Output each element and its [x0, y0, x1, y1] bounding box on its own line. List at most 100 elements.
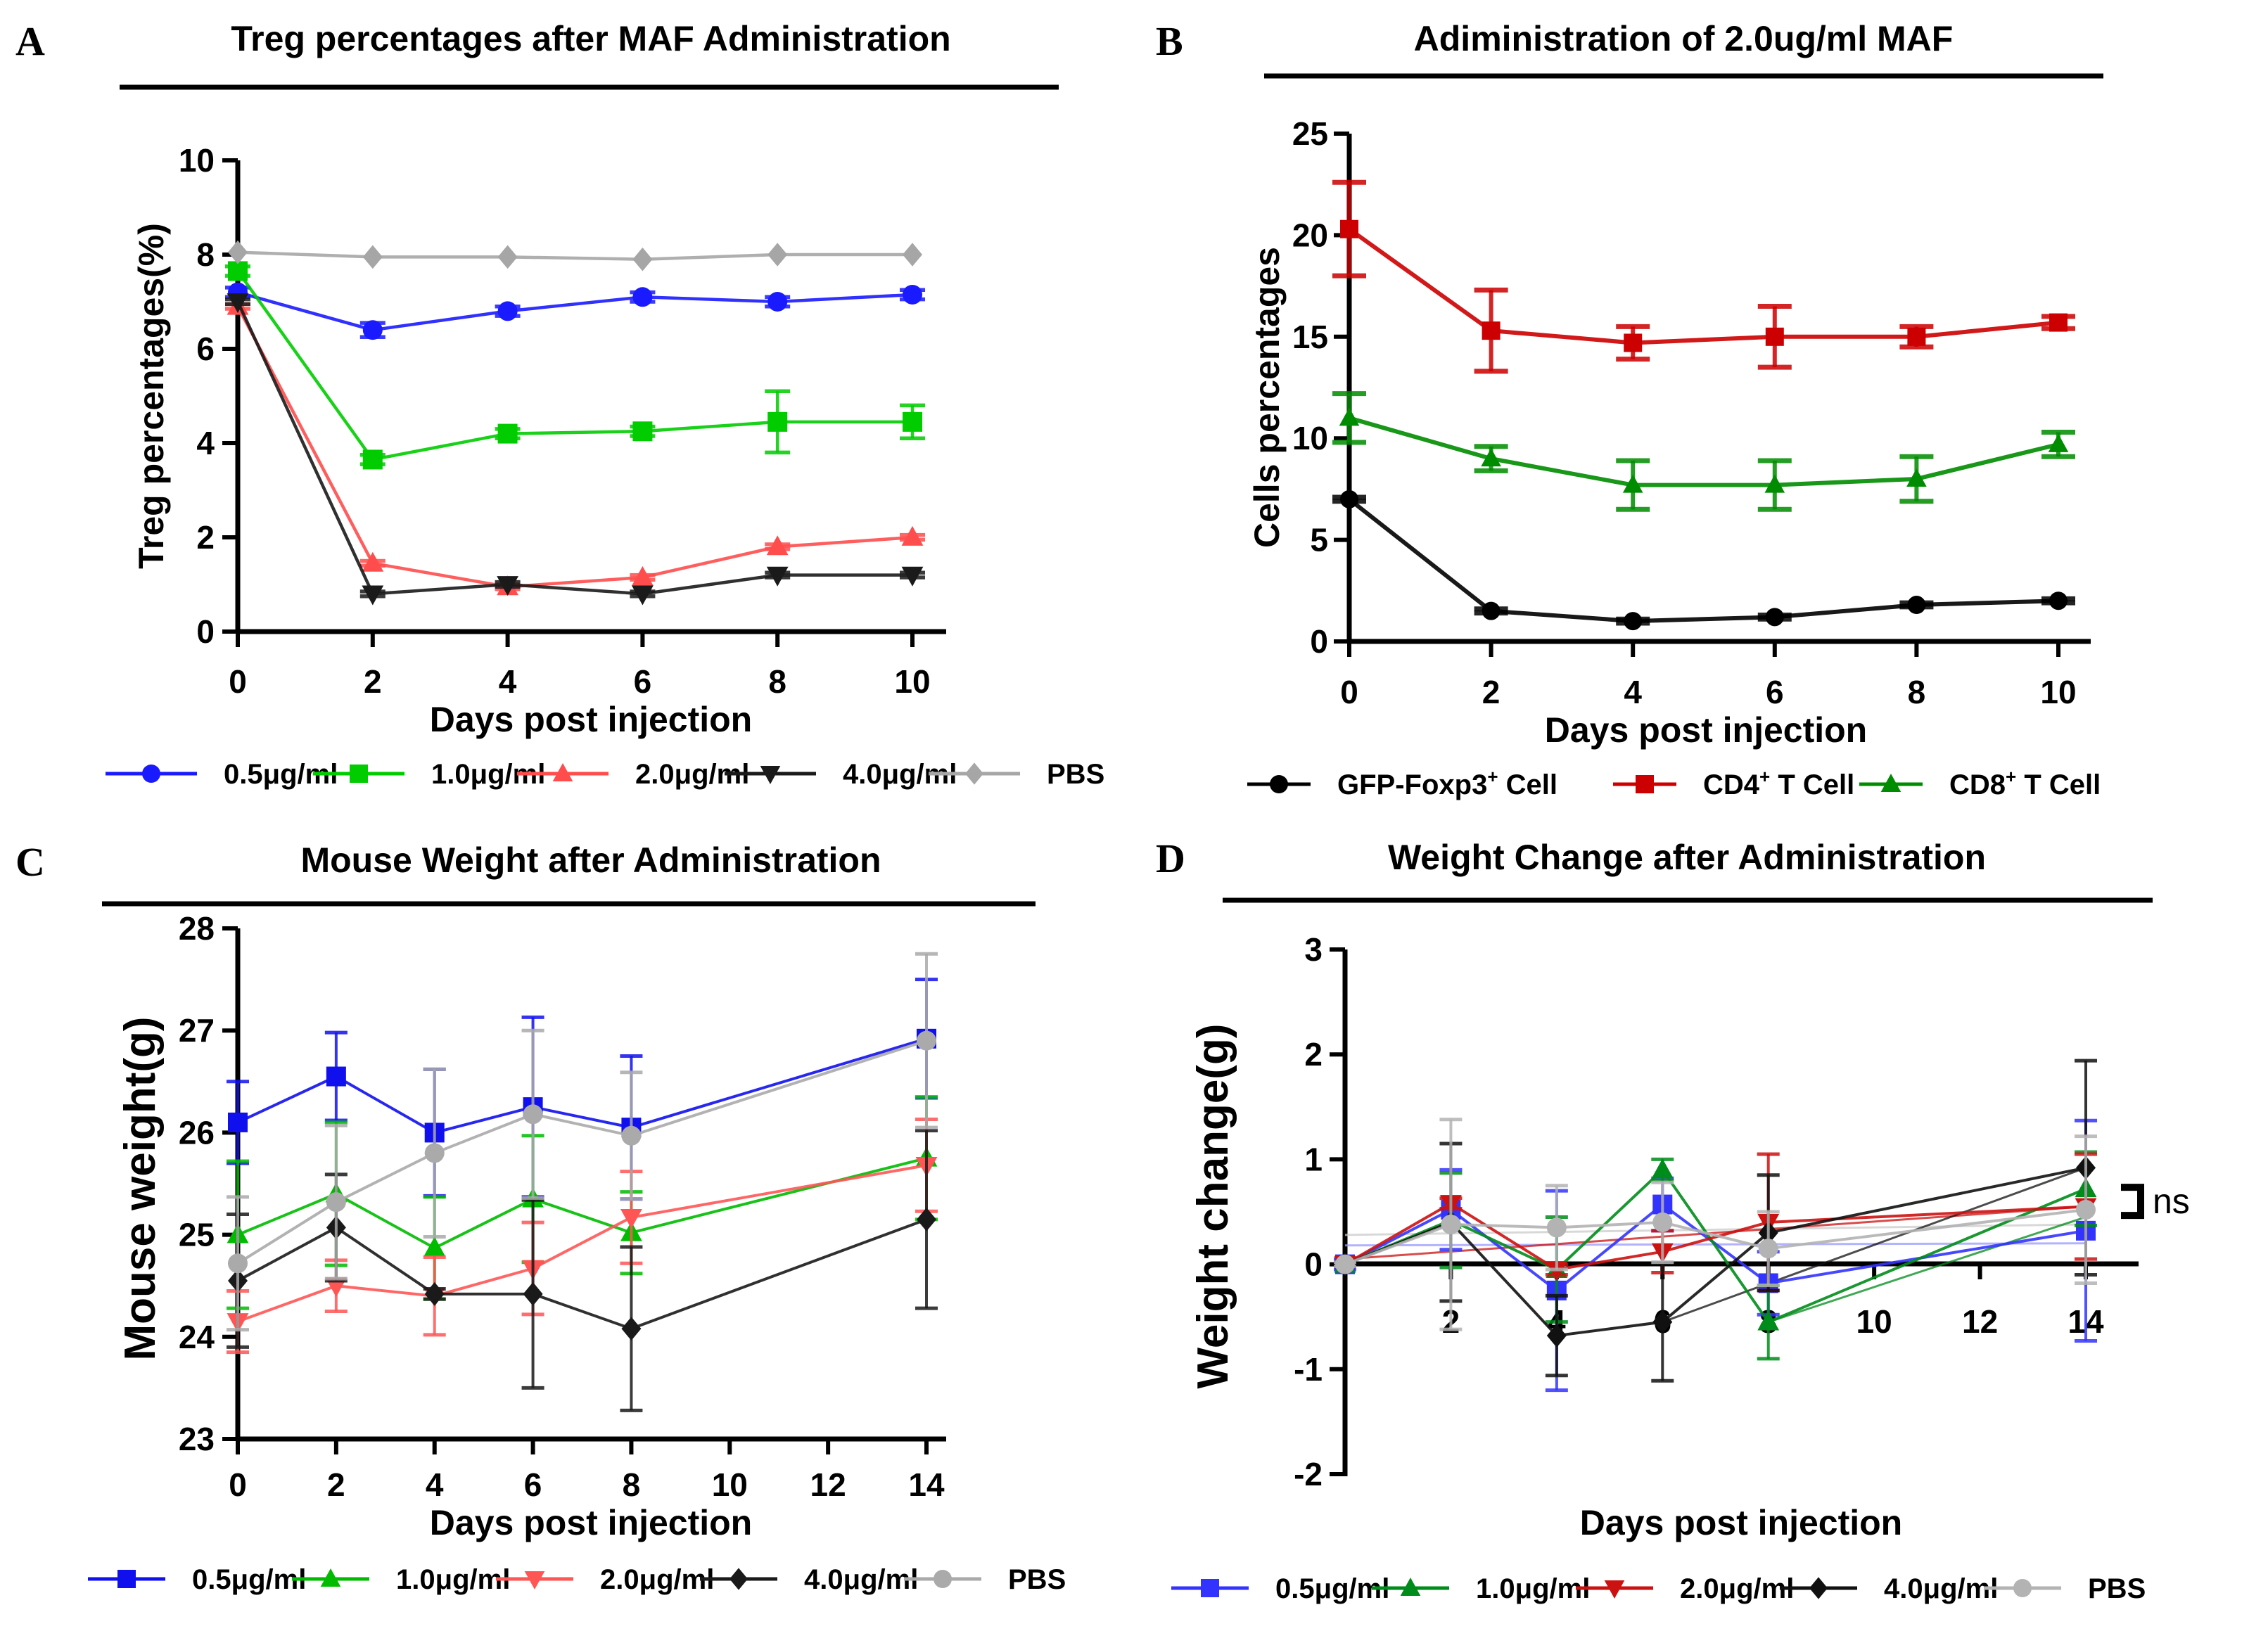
series-line: [1344, 1201, 2087, 1272]
series-group: [227, 952, 938, 1412]
y-tick-label: 23: [179, 1421, 215, 1457]
legend-label: GFP-Foxp3+ Cell: [1337, 766, 1557, 800]
series-line: [1344, 1166, 2087, 1338]
x-tick-label: 2: [327, 1466, 345, 1503]
data-point: [228, 261, 248, 281]
series-pbs: [227, 952, 938, 1332]
x-tick-label: 12: [810, 1466, 846, 1503]
x-tick-label: 2: [364, 663, 382, 700]
y-tick-label: -1: [1294, 1351, 1323, 1388]
y-tick-label: 2: [196, 519, 215, 556]
data-point: [523, 1282, 543, 1306]
legend-label-name: 0.5μg/ml: [192, 1564, 306, 1595]
series-line: [237, 1037, 927, 1134]
legend-label: 4.0μg/ml: [804, 1564, 918, 1595]
legend-label-name: 2.0μg/ml: [1680, 1573, 1794, 1604]
data-point: [1481, 448, 1501, 467]
legend-item: 1.0μg/ml: [313, 759, 545, 790]
x-tick-label: 10: [1856, 1303, 1892, 1340]
data-point: [1335, 1254, 1355, 1274]
legend-label-sup: +: [1487, 766, 1498, 787]
panel-d: D Weight Change after Administration -2 -…: [1156, 836, 2190, 1604]
panel-d-title: Weight Change after Administration: [1388, 838, 1986, 877]
panel-a-title: Treg percentages after MAF Administratio…: [231, 19, 950, 58]
data-point: [1907, 327, 1926, 346]
data-point: [362, 585, 384, 606]
series-2-0-g-ml: [225, 295, 925, 596]
y-tick-label: 6: [196, 331, 215, 367]
legend-item: 1.0μg/ml: [1372, 1573, 1590, 1604]
data-point: [1340, 490, 1358, 509]
legend-label-suffix: T Cell: [2016, 769, 2101, 800]
series-line: [1349, 416, 2059, 487]
data-point: [1757, 1310, 1780, 1331]
data-point: [1765, 608, 1784, 627]
data-point: [362, 449, 383, 470]
legend-label: CD4+ T Cell: [1703, 766, 1854, 800]
y-tick-label: 27: [179, 1012, 215, 1049]
x-axis-label: Days post injection: [430, 1503, 752, 1542]
data-point: [1546, 1217, 1567, 1238]
data-point: [228, 1253, 248, 1274]
legend-item: 1.0μg/ml: [292, 1564, 510, 1595]
legend-item: 4.0μg/ml: [700, 1564, 918, 1595]
panel-letter-a: A: [15, 18, 45, 64]
series-line: [236, 305, 913, 589]
y-tick-label: 1: [1304, 1141, 1323, 1177]
data-point: [903, 243, 922, 267]
data-point: [632, 585, 654, 606]
data-point: [1906, 468, 1927, 487]
legend-item: 2.0μg/ml: [517, 759, 749, 790]
reference-line: [1662, 1166, 2087, 1324]
x-tick-label: 6: [524, 1466, 542, 1503]
legend-label: PBS: [1047, 759, 1104, 790]
data-point: [1651, 1158, 1674, 1179]
data-point: [497, 301, 518, 321]
x-tick-label: 10: [712, 1466, 748, 1503]
data-point: [423, 1236, 446, 1257]
x-tick-label: 6: [634, 663, 652, 700]
data-point: [1624, 612, 1643, 631]
legend-label: PBS: [2088, 1573, 2146, 1604]
data-point: [326, 1192, 346, 1213]
data-point: [1340, 219, 1358, 238]
legend-item: GFP-Foxp3+ Cell: [1247, 766, 1557, 800]
data-point: [767, 243, 788, 267]
legend-item: 0.5μg/ml: [88, 1564, 306, 1595]
series-line: [1344, 1203, 2087, 1293]
y-axis-label: Treg percentages(%): [132, 223, 171, 569]
data-point: [632, 287, 653, 307]
data-point: [1907, 596, 1926, 615]
y-tick-label: 15: [1292, 319, 1328, 355]
data-point: [1546, 1324, 1567, 1348]
panel-b: B Adiministration of 2.0ug/ml MAF 0 5 10 15…: [1156, 18, 2103, 800]
legend-marker: [934, 1570, 952, 1588]
legend: 0.5μg/ml 1.0μg/ml 2.0μg/ml 4.0μg/ml PBS: [88, 1564, 1066, 1595]
legend-label: PBS: [1008, 1564, 1066, 1595]
y-tick-label: 20: [1292, 217, 1328, 253]
y-tick-label: 26: [179, 1114, 215, 1151]
x-tick-label: 0: [229, 663, 247, 700]
data-point: [1764, 474, 1785, 493]
panel-c-title: Mouse Weight after Administration: [300, 840, 881, 880]
y-tick-label: 0: [1304, 1246, 1323, 1283]
legend-label: 2.0μg/ml: [1680, 1573, 1794, 1604]
data-point: [917, 1030, 936, 1051]
data-point: [326, 1066, 346, 1087]
x-tick-label: 4: [499, 663, 517, 700]
data-point: [1441, 1214, 1461, 1234]
legend-label: 1.0μg/ml: [396, 1564, 510, 1595]
data-point: [903, 284, 922, 305]
series-line: [237, 1217, 927, 1331]
y-tick-label: 5: [1310, 522, 1328, 558]
legend: GFP-Foxp3+ Cell CD4+ T Cell CD8+ T Cell: [1247, 766, 2101, 800]
series-0-5-g-ml: [1334, 1118, 2097, 1393]
panel-d-plot: -2-101232468101214Days post injectionWei…: [1171, 931, 2190, 1604]
x-tick-label: 8: [768, 663, 786, 700]
legend-label-name: CD8: [1949, 769, 2006, 800]
data-point: [228, 1112, 248, 1132]
legend-item: CD8+ T Cell: [1859, 766, 2101, 800]
series-line: [1348, 227, 2059, 345]
legend-label: CD8+ T Cell: [1949, 766, 2101, 800]
